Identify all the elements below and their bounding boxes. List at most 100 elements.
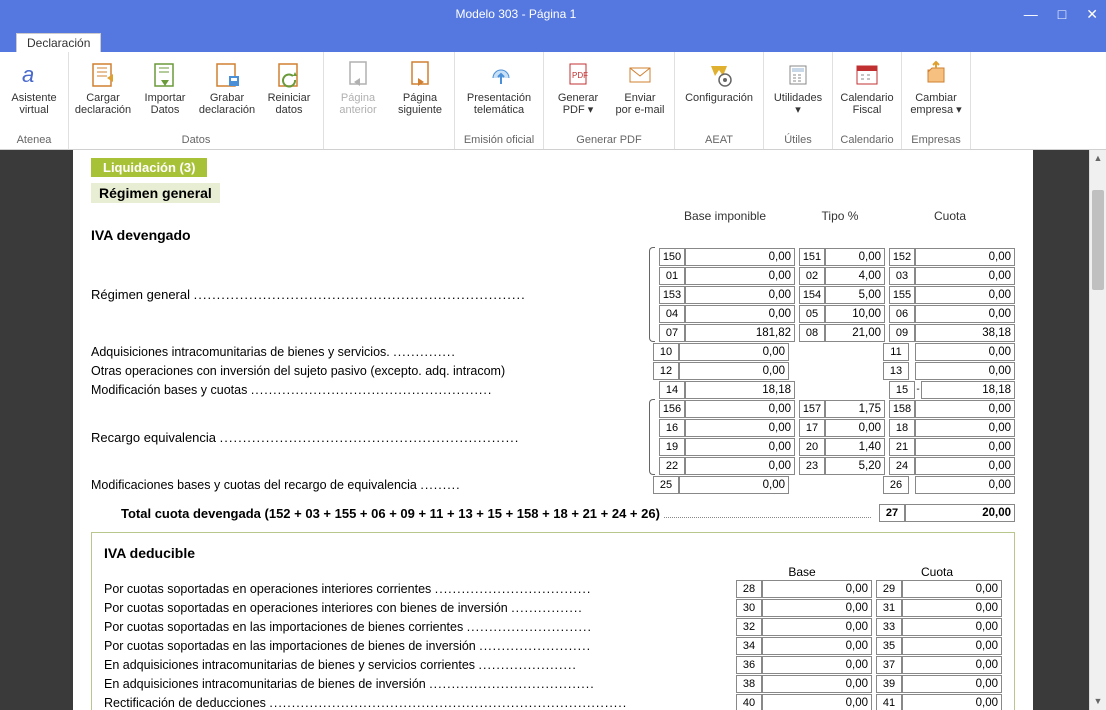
cell-cuota[interactable]: 0,00 — [915, 438, 1015, 456]
cell-tipo[interactable]: 5,00 — [825, 286, 885, 304]
cell-id: 13 — [883, 362, 909, 380]
ribbon-cal[interactable]: CalendarioFiscal — [839, 56, 895, 132]
cell-tipo[interactable]: 1,75 — [825, 400, 885, 418]
telematica-icon — [483, 58, 515, 90]
cell-base[interactable]: 0,00 — [685, 286, 795, 304]
cell-id: 24 — [889, 457, 915, 475]
iva-deducible-box: IVA deducible Base Cuota Por cuotas sopo… — [91, 532, 1015, 710]
cell-cuota[interactable]: 0,00 — [915, 343, 1015, 361]
window-controls: — □ ✕ — [1024, 6, 1098, 23]
ribbon-gen-pdf[interactable]: PDFGenerarPDF ▾ — [550, 56, 606, 132]
cell-cuota[interactable]: 0,00 — [902, 656, 1002, 674]
cell-base[interactable]: 18,18 — [685, 381, 795, 399]
ribbon-group: PDFGenerarPDF ▾Enviarpor e-mailGenerar P… — [544, 52, 675, 149]
scroll-down-icon[interactable]: ▼ — [1090, 693, 1106, 710]
importar-icon — [149, 58, 181, 90]
cell-id: 151 — [799, 248, 825, 266]
close-icon[interactable]: ✕ — [1086, 6, 1098, 23]
cell-cuota[interactable]: 0,00 — [915, 286, 1015, 304]
cell-id: 23 — [799, 457, 825, 475]
cell-base[interactable]: 0,00 — [762, 580, 872, 598]
ribbon-camb[interactable]: Cambiarempresa ▾ — [908, 56, 964, 132]
table-row: 1530,001545,001550,00 — [655, 285, 1015, 304]
cell-id: 37 — [876, 656, 902, 674]
asistente-icon: a — [18, 58, 50, 90]
cell-tipo[interactable]: 0,00 — [825, 248, 885, 266]
table-row: 010,00024,00030,00 — [655, 266, 1015, 285]
cell-cuota[interactable]: 0,00 — [902, 694, 1002, 710]
cell-cuota[interactable]: 0,00 — [915, 248, 1015, 266]
cell-tipo[interactable]: 21,00 — [825, 324, 885, 342]
cell-base[interactable]: 181,82 — [685, 324, 795, 342]
cell-base[interactable]: 0,00 — [685, 438, 795, 456]
cell-cuota[interactable]: 0,00 — [915, 419, 1015, 437]
cell-base[interactable]: 0,00 — [762, 618, 872, 636]
cell-base[interactable]: 0,00 — [685, 457, 795, 475]
cell-base[interactable]: 0,00 — [685, 267, 795, 285]
ribbon-importar[interactable]: ImportarDatos — [137, 56, 193, 132]
section-sub: Régimen general — [91, 183, 220, 203]
cell-cuota[interactable]: 0,00 — [902, 599, 1002, 617]
cell-tipo[interactable]: 0,00 — [825, 419, 885, 437]
cell-base[interactable]: 0,00 — [685, 400, 795, 418]
ribbon-util[interactable]: Utilidades▾ — [770, 56, 826, 132]
cell-cuota[interactable]: 0,00 — [915, 476, 1015, 494]
col-tipo: Tipo % — [795, 209, 885, 223]
table-row: Por cuotas soportadas en las importacion… — [104, 617, 1002, 636]
maximize-icon[interactable]: □ — [1058, 6, 1066, 23]
cell-base[interactable]: 0,00 — [762, 599, 872, 617]
cell-cuota[interactable]: 0,00 — [915, 400, 1015, 418]
cell-base[interactable]: 0,00 — [762, 694, 872, 710]
vertical-scrollbar[interactable]: ▲ ▼ — [1089, 150, 1106, 710]
ribbon-group-label: Calendario — [840, 132, 893, 149]
cell-base[interactable]: 0,00 — [685, 419, 795, 437]
ribbon-group-label: Datos — [182, 132, 211, 149]
cell-id: 152 — [889, 248, 915, 266]
ribbon-asistente[interactable]: aAsistentevirtual — [6, 56, 62, 132]
cell-base[interactable]: 0,00 — [685, 248, 795, 266]
cell-cuota[interactable]: 38,18 — [915, 324, 1015, 342]
cell-base[interactable]: 0,00 — [679, 362, 789, 380]
cell-base[interactable]: 0,00 — [679, 343, 789, 361]
tab-declaracion[interactable]: Declaración — [16, 33, 101, 52]
iva-deducible-title: IVA deducible — [104, 545, 1002, 561]
scroll-up-icon[interactable]: ▲ — [1090, 150, 1106, 167]
cell-id: 31 — [876, 599, 902, 617]
scroll-thumb[interactable] — [1092, 190, 1104, 290]
cell-cuota[interactable]: 0,00 — [915, 457, 1015, 475]
cell-id: 34 — [736, 637, 762, 655]
cell-base[interactable]: 0,00 — [685, 305, 795, 323]
config-icon — [703, 58, 735, 90]
cell-id: 07 — [659, 324, 685, 342]
cell-cuota[interactable]: 0,00 — [902, 580, 1002, 598]
cell-cuota[interactable]: 18,18 — [921, 381, 1015, 399]
cell-base[interactable]: 0,00 — [762, 675, 872, 693]
cell-base[interactable]: 0,00 — [762, 637, 872, 655]
cell-cuota[interactable]: 0,00 — [915, 267, 1015, 285]
cell-tipo[interactable]: 4,00 — [825, 267, 885, 285]
ribbon-config[interactable]: Configuración — [681, 56, 757, 132]
cell-tipo[interactable]: 5,20 — [825, 457, 885, 475]
cell-cuota[interactable]: 0,00 — [902, 637, 1002, 655]
section-banner: Liquidación (3) — [91, 158, 207, 177]
cell-cuota[interactable]: 0,00 — [902, 675, 1002, 693]
cell-id: 18 — [889, 419, 915, 437]
cell-cuota[interactable]: 0,00 — [915, 305, 1015, 323]
ribbon-enviar[interactable]: Enviarpor e-mail — [612, 56, 668, 132]
ribbon-reiniciar[interactable]: Reiniciardatos — [261, 56, 317, 132]
cell-id: 15 — [889, 381, 915, 399]
cell-base[interactable]: 0,00 — [762, 656, 872, 674]
ribbon-cargar[interactable]: Cargardeclaración — [75, 56, 131, 132]
cell-cuota[interactable]: 0,00 — [902, 618, 1002, 636]
minimize-icon[interactable]: — — [1024, 6, 1038, 23]
total-val[interactable]: 20,00 — [905, 504, 1015, 522]
cell-base[interactable]: 0,00 — [679, 476, 789, 494]
ribbon-grabar[interactable]: Grabardeclaración — [199, 56, 255, 132]
cell-cuota[interactable]: 0,00 — [915, 362, 1015, 380]
cell-tipo[interactable]: 1,40 — [825, 438, 885, 456]
camb-icon — [920, 58, 952, 90]
cell-id: 35 — [876, 637, 902, 655]
cell-tipo[interactable]: 10,00 — [825, 305, 885, 323]
ribbon-telematica[interactable]: Presentacióntelemática — [461, 56, 537, 132]
ribbon-pag-sig[interactable]: Páginasiguiente — [392, 56, 448, 144]
